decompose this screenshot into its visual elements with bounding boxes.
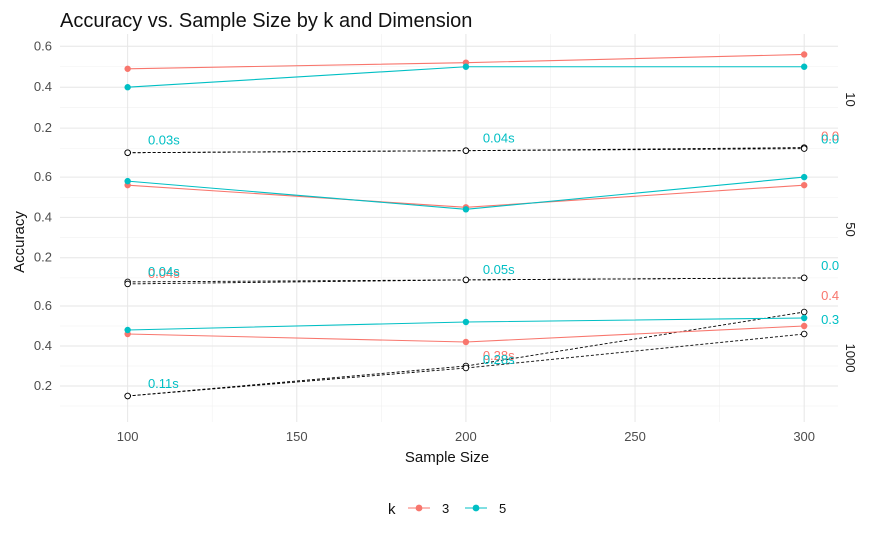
time-annotation: 0.28s (483, 352, 515, 367)
legend-key-point-k5 (472, 504, 480, 512)
timing-point (462, 147, 470, 154)
timing-point (124, 149, 131, 156)
y-tick-label: 0.2 (34, 250, 52, 265)
y-tick-label: 0.2 (34, 378, 52, 393)
timing-line (127, 311, 805, 397)
timing-line (127, 148, 805, 154)
x-tick-label: 200 (455, 429, 477, 444)
timing-line (127, 277, 805, 285)
timing-point (124, 392, 131, 400)
timing-point (462, 276, 470, 284)
x-tick-label: 300 (793, 429, 815, 444)
time-annotation: 0.03s (148, 133, 180, 148)
y-tick-label: 0.6 (34, 38, 52, 53)
data-point-k5 (800, 63, 808, 70)
x-tick-label: 100 (117, 429, 139, 444)
time-annotation: 0.11s (148, 376, 179, 391)
x-axis-title: Sample Size (405, 449, 489, 466)
data-point-k3 (800, 322, 808, 330)
data-point-k5 (800, 173, 808, 181)
data-point-k5 (462, 318, 470, 326)
time-annotation: 0.4 (821, 288, 839, 303)
timing-point (800, 145, 808, 152)
time-annotation: 0.0 (821, 132, 839, 147)
time-annotation: 0.0 (821, 258, 839, 273)
time-annotation: 0.04s (148, 264, 180, 279)
timing-point (124, 280, 131, 288)
legend: k 3 5 (388, 501, 506, 518)
data-point-k5 (800, 314, 808, 322)
y-tick-label: 0.4 (34, 209, 52, 224)
legend-label-k3: 3 (442, 501, 449, 516)
x-tick-label: 150 (286, 429, 308, 444)
timing-point (462, 364, 470, 372)
panel-strip-label: 1000 (843, 344, 858, 373)
legend-title: k (388, 501, 396, 518)
y-tick-label: 0.4 (34, 79, 52, 94)
time-annotation: 0.3 (821, 312, 839, 327)
y-tick-label: 0.2 (34, 120, 52, 135)
y-tick-label: 0.6 (34, 169, 52, 184)
data-point-k3 (800, 51, 808, 58)
x-tick-label: 250 (624, 429, 646, 444)
y-tick-label: 0.6 (34, 298, 52, 313)
y-axis-title: Accuracy (11, 211, 28, 273)
time-annotation: 0.28s (483, 348, 515, 363)
chart-title: Accuracy vs. Sample Size by k and Dimens… (60, 10, 472, 32)
timing-point (800, 308, 808, 316)
legend-label-k5: 5 (499, 501, 506, 516)
data-point-k5 (124, 84, 131, 91)
data-point-k3 (462, 338, 470, 346)
data-point-k3 (800, 181, 808, 189)
time-annotation: 0.05s (483, 262, 515, 277)
y-tick-label: 0.4 (34, 338, 52, 353)
time-annotation: 0.04s (483, 130, 515, 145)
x-axis: 100 150 200 250 300 (117, 429, 815, 444)
panel-strip-label: 10 (843, 92, 858, 106)
timing-line (127, 333, 805, 397)
legend-key-point-k3 (415, 504, 423, 512)
timing-point (800, 274, 808, 282)
panel-10: 0.2 0.4 0.6 10 0.03s 0.04s 0.00.0 (34, 34, 858, 165)
data-point-k5 (124, 177, 131, 185)
panel-strip-label: 50 (843, 222, 858, 236)
data-point-k5 (124, 326, 131, 334)
timing-point (800, 330, 808, 338)
time-annotation: 0.04s (148, 266, 180, 281)
data-point-k5 (462, 206, 470, 213)
data-point-k5 (462, 63, 470, 70)
timing-line (127, 277, 805, 283)
data-point-k3 (124, 65, 131, 72)
time-annotation: 0.0 (821, 128, 839, 143)
